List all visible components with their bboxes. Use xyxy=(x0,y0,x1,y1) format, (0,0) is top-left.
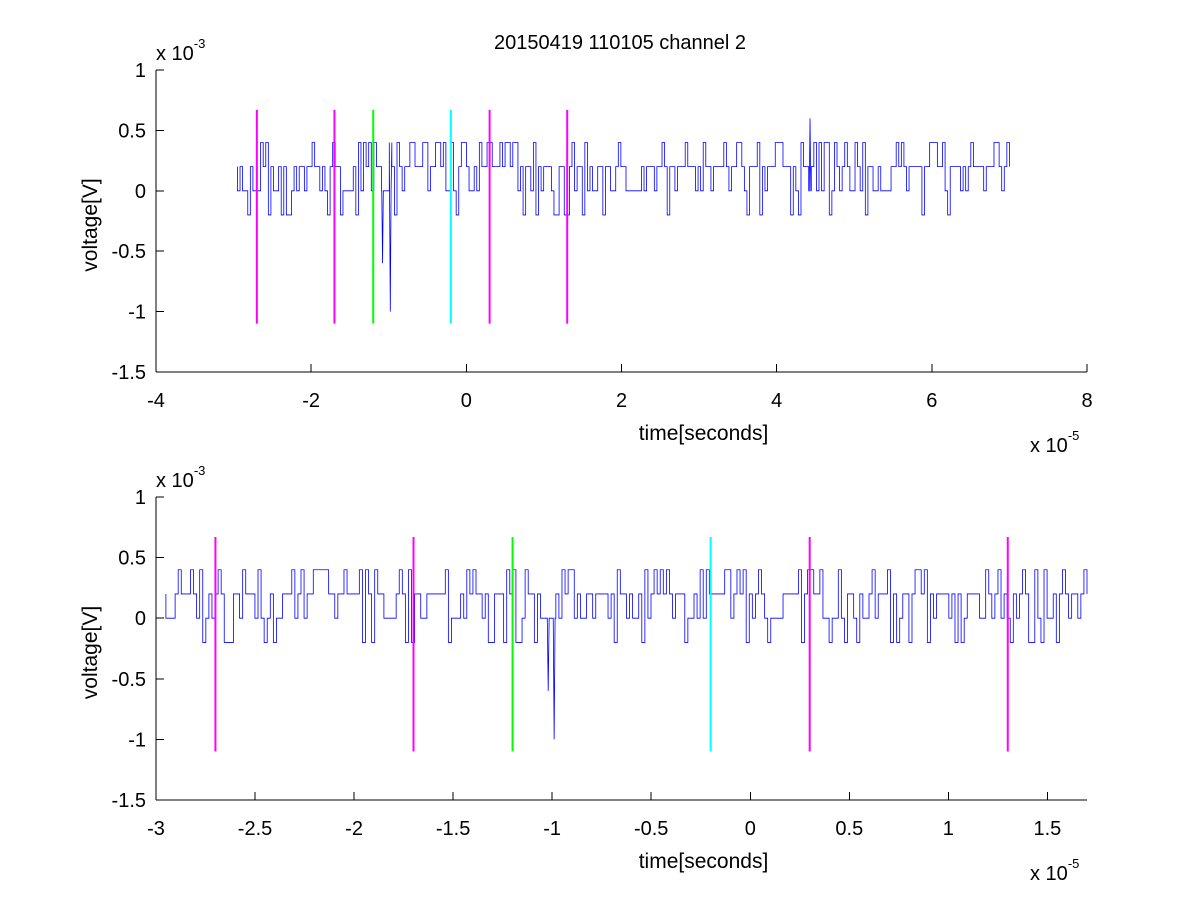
y-tick-label: -0.5 xyxy=(112,669,146,691)
x-tick-label: 0 xyxy=(745,818,756,840)
y-multiplier-exp: -3 xyxy=(194,463,206,478)
y-tick-label: 1 xyxy=(135,487,146,509)
x-axis-label: time[seconds] xyxy=(639,850,769,873)
y-multiplier-base: x 10 xyxy=(156,43,194,65)
y-tick-label: 0 xyxy=(135,608,146,630)
x-tick-label: 2 xyxy=(616,390,627,412)
x-tick-label: -1 xyxy=(543,818,561,840)
x-multiplier: x 10-5 xyxy=(1030,856,1079,885)
y-multiplier: x 10-3 xyxy=(156,463,205,492)
y-tick-label: -1.5 xyxy=(112,790,146,812)
y-multiplier-exp: -3 xyxy=(194,36,206,51)
x-multiplier: x 10-5 xyxy=(1030,428,1079,457)
y-tick-label: -1.5 xyxy=(112,362,146,384)
x-tick-label: 0 xyxy=(461,390,472,412)
y-tick-label: 0.5 xyxy=(118,548,146,570)
y-axis-label: voltage[V] xyxy=(79,606,102,699)
x-multiplier-base: x 10 xyxy=(1030,435,1068,457)
x-multiplier-exp: -5 xyxy=(1068,856,1080,871)
subplots: -4 -2 0 2 4 6 8 -1.5 -1 -0.5 0 0.5 1 time[seconds] vol… xyxy=(79,36,1093,885)
x-tick-label: 8 xyxy=(1081,390,1092,412)
signal-trace xyxy=(165,569,1088,740)
y-axis-label: voltage[V] xyxy=(79,178,102,271)
x-multiplier-exp: -5 xyxy=(1068,428,1080,443)
x-tick-label: -1.5 xyxy=(436,818,470,840)
y-tick-label: -1 xyxy=(128,302,146,324)
x-tick-label: -2.5 xyxy=(238,818,272,840)
subplot-2: -3 -2.5 -2 -1.5 -1 -0.5 0 0.5 1 1.5 -1.5 -1 -0.5 0 0.5… xyxy=(79,463,1088,885)
y-tick-label: 1 xyxy=(135,60,146,82)
x-tick-label: 6 xyxy=(926,390,937,412)
x-tick-label: -2 xyxy=(345,818,363,840)
x-tick-label: 1 xyxy=(943,818,954,840)
y-tick-label: -1 xyxy=(128,729,146,751)
x-axis-label: time[seconds] xyxy=(639,422,769,445)
y-tick-label: 0 xyxy=(135,181,146,203)
y-tick-label: 0.5 xyxy=(118,120,146,142)
signal-trace xyxy=(237,118,1010,312)
y-multiplier: x 10-3 xyxy=(156,36,205,65)
x-tick-label: -4 xyxy=(147,390,165,412)
x-tick-label: -2 xyxy=(302,390,320,412)
y-multiplier-base: x 10 xyxy=(156,470,194,492)
subplot-1: -4 -2 0 2 4 6 8 -1.5 -1 -0.5 0 0.5 1 time[seconds] vol… xyxy=(79,36,1093,457)
x-tick-label: 0.5 xyxy=(835,818,863,840)
x-tick-label: -3 xyxy=(147,818,165,840)
x-tick-label: 4 xyxy=(771,390,782,412)
x-tick-label: 1.5 xyxy=(1033,818,1061,840)
x-tick-label: -0.5 xyxy=(634,818,668,840)
x-multiplier-base: x 10 xyxy=(1030,863,1068,885)
y-tick-label: -0.5 xyxy=(112,241,146,263)
figure-title: 20150419 110105 channel 2 xyxy=(494,32,746,54)
